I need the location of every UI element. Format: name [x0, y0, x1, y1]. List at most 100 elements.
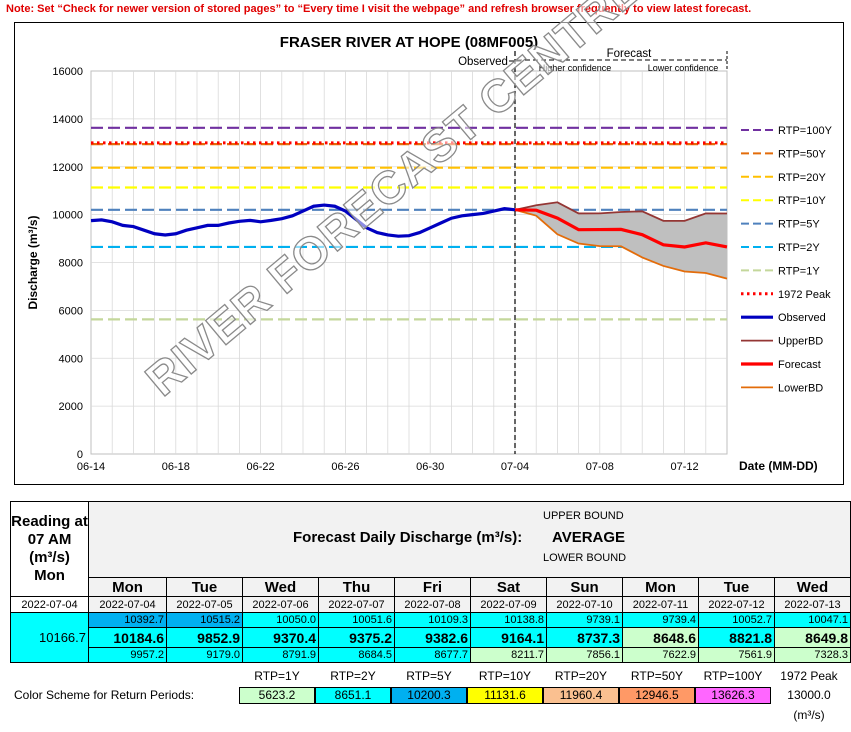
- rtp-value: 11960.4: [543, 687, 619, 704]
- rtp-value: 10200.3: [391, 687, 467, 704]
- lower-value: 9957.2: [88, 647, 167, 663]
- average-value: 8821.8: [698, 627, 775, 648]
- upper-value: 9739.4: [622, 612, 699, 628]
- rtp-name: RTP=1Y: [254, 669, 300, 683]
- upper-bound-line: [514, 201, 728, 222]
- legend-label: RTP=1Y: [778, 265, 820, 277]
- x-tick-label: 06-26: [331, 461, 359, 473]
- upper-value: 9739.1: [546, 612, 623, 628]
- legend-label: RTP=20Y: [778, 172, 826, 184]
- discharge-chart: 0 2000 4000 6000 8000 10000 12000 14000 16000 06-…: [26, 34, 833, 473]
- forecast-table: Reading at 07 AM (m³/s) Mon UPPER BOUND …: [10, 501, 851, 663]
- x-axis-title: Date (MM-DD): [739, 459, 818, 473]
- lower-value: 8677.7: [394, 647, 471, 663]
- legend-label: RTP=5Y: [778, 219, 820, 231]
- lower-value: 8684.5: [318, 647, 395, 663]
- forecast-annotation: Forecast: [607, 48, 653, 60]
- average-value: 9852.9: [166, 627, 243, 648]
- rtp-name: RTP=20Y: [554, 669, 608, 683]
- forecast-title: Forecast Daily Discharge (m³/s):: [293, 528, 523, 546]
- average-value: 8648.6: [622, 627, 699, 648]
- average-value: 9164.1: [470, 627, 547, 648]
- legend-label: Observed: [778, 312, 826, 324]
- x-tick-label: 07-12: [671, 461, 699, 473]
- average-value: 9375.2: [318, 627, 395, 648]
- lower-value: 7856.1: [546, 647, 623, 663]
- lower-value: 7622.9: [622, 647, 699, 663]
- x-tick-label: 07-04: [501, 461, 529, 473]
- reading-value: 10166.7: [10, 612, 89, 663]
- upper-value: 10138.8: [470, 612, 547, 628]
- upper-value: 10392.7: [88, 612, 167, 628]
- y-tick-label: 8000: [59, 258, 83, 270]
- day-date: 2022-07-06: [242, 596, 319, 613]
- peak-name: 1972 Peak: [780, 669, 838, 683]
- reading-date: 2022-07-04: [10, 596, 89, 613]
- day-name: Tue: [166, 577, 243, 597]
- day-name: Sun: [546, 577, 623, 597]
- lower-value: 7328.3: [774, 647, 851, 663]
- legend-label: RTP=100Y: [778, 125, 833, 137]
- x-tick-label: 07-08: [586, 461, 614, 473]
- rtp-value: 12946.5: [619, 687, 695, 704]
- day-date: 2022-07-10: [546, 596, 623, 613]
- legend-label: RTP=2Y: [778, 242, 820, 254]
- peak-value: 13000.0: [787, 688, 831, 702]
- reading-label: Reading at 07 AM (m³/s): [11, 513, 88, 566]
- rtp-value: 11131.6: [467, 687, 543, 704]
- day-date: 2022-07-11: [622, 596, 699, 613]
- lower-bound-line: [514, 208, 728, 280]
- upper-bound-label: UPPER BOUND: [543, 509, 624, 522]
- day-date: 2022-07-05: [166, 596, 243, 613]
- y-tick-label: 12000: [52, 162, 83, 174]
- lower-value: 7561.9: [698, 647, 775, 663]
- reading-label-cell: Reading at 07 AM (m³/s) Mon: [10, 501, 89, 597]
- rtp-name: RTP=50Y: [630, 669, 684, 683]
- average-label: AVERAGE: [552, 528, 626, 546]
- day-name: Sat: [470, 577, 547, 597]
- day-name: Wed: [774, 577, 851, 597]
- lower-confidence-label: Lower confidence: [648, 63, 719, 73]
- lower-value: 8211.7: [470, 647, 547, 663]
- day-name: Mon: [622, 577, 699, 597]
- color-scheme: Color Scheme for Return Periods: RTP=1Y 56…: [0, 668, 851, 728]
- rtp-name: RTP=5Y: [406, 669, 452, 683]
- upper-value: 10051.6: [318, 612, 395, 628]
- x-tick-label: 06-14: [77, 461, 105, 473]
- rtp-value: 13626.3: [695, 687, 771, 704]
- lower-bound-label: LOWER BOUND: [543, 551, 627, 564]
- forecast-line: [514, 208, 728, 249]
- rtp-value: 5623.2: [239, 687, 315, 704]
- legend-label: 1972 Peak: [778, 289, 831, 301]
- x-tick-label: 06-22: [247, 461, 275, 473]
- rtp-name: RTP=2Y: [330, 669, 376, 683]
- day-date: 2022-07-09: [470, 596, 547, 613]
- day-name: Wed: [242, 577, 319, 597]
- average-value: 9382.6: [394, 627, 471, 648]
- forecast-note: Note: Set “Check for newer version of st…: [6, 3, 752, 15]
- upper-value: 10515.2: [166, 612, 243, 628]
- y-tick-label: 10000: [52, 210, 83, 222]
- rtp-value: 8651.1: [315, 687, 391, 704]
- chart-title: FRASER RIVER AT HOPE (08MF005): [280, 34, 538, 51]
- scheme-label: Color Scheme for Return Periods:: [14, 688, 195, 702]
- day-date: 2022-07-13: [774, 596, 851, 613]
- y-tick-label: 6000: [59, 305, 83, 317]
- rtp-name: RTP=100Y: [703, 669, 763, 683]
- average-value: 8737.3: [546, 627, 623, 648]
- upper-value: 10047.1: [774, 612, 851, 628]
- day-name: Thu: [318, 577, 395, 597]
- x-tick-label: 06-30: [416, 461, 444, 473]
- observed-annotation: Observed: [458, 56, 508, 68]
- day-date: 2022-07-08: [394, 596, 471, 613]
- chart-panel: 0 2000 4000 6000 8000 10000 12000 14000 16000 06-…: [14, 22, 844, 485]
- upper-value: 10050.0: [242, 612, 319, 628]
- day-date: 2022-07-07: [318, 596, 395, 613]
- legend-label: Forecast: [778, 359, 821, 371]
- y-axis-title: Discharge (m³/s): [26, 215, 40, 309]
- legend-label: RTP=50Y: [778, 148, 826, 160]
- legend-label: LowerBD: [778, 382, 823, 394]
- upper-value: 10052.7: [698, 612, 775, 628]
- unit-label: (m³/s): [793, 708, 825, 722]
- legend-label: RTP=10Y: [778, 195, 826, 207]
